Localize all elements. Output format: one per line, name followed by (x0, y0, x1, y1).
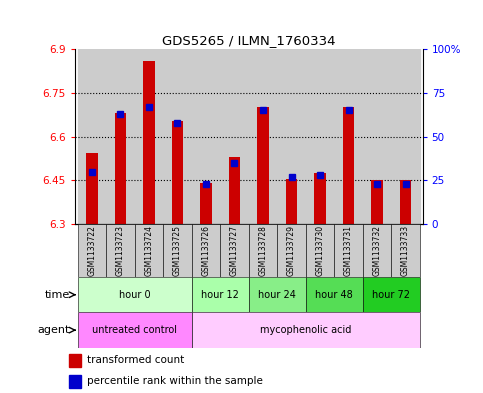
FancyBboxPatch shape (78, 312, 192, 348)
Bar (229, 157, 240, 224)
Bar (143, 61, 155, 224)
Bar (371, 180, 383, 224)
FancyBboxPatch shape (334, 224, 363, 277)
Text: hour 48: hour 48 (315, 290, 353, 300)
Bar (220, 49, 249, 224)
FancyBboxPatch shape (192, 224, 220, 277)
Bar (69, 375, 81, 387)
Text: GSM1133733: GSM1133733 (401, 225, 410, 276)
Text: hour 24: hour 24 (258, 290, 296, 300)
FancyBboxPatch shape (220, 224, 249, 277)
Text: GSM1133727: GSM1133727 (230, 225, 239, 276)
FancyBboxPatch shape (78, 224, 106, 277)
FancyBboxPatch shape (249, 224, 277, 277)
Text: time: time (45, 290, 70, 300)
Bar (78, 49, 106, 224)
FancyBboxPatch shape (277, 224, 306, 277)
Text: GSM1133732: GSM1133732 (372, 225, 382, 276)
Text: mycophenolic acid: mycophenolic acid (260, 325, 352, 335)
Bar (115, 113, 126, 224)
Bar (314, 173, 326, 224)
FancyBboxPatch shape (163, 224, 192, 277)
Bar (86, 152, 98, 224)
Bar (277, 49, 306, 224)
Bar (135, 49, 163, 224)
Bar (163, 49, 192, 224)
Text: transformed count: transformed count (86, 355, 184, 365)
FancyBboxPatch shape (106, 224, 135, 277)
Bar (286, 179, 297, 224)
Text: hour 0: hour 0 (119, 290, 151, 300)
Bar (363, 49, 391, 224)
Text: GSM1133726: GSM1133726 (201, 225, 211, 276)
FancyBboxPatch shape (363, 277, 420, 312)
FancyBboxPatch shape (363, 224, 391, 277)
FancyBboxPatch shape (306, 277, 363, 312)
Bar (249, 49, 277, 224)
FancyBboxPatch shape (249, 277, 306, 312)
Bar (172, 121, 183, 224)
Bar (69, 354, 81, 367)
Bar (257, 107, 269, 224)
Text: GSM1133731: GSM1133731 (344, 225, 353, 276)
Bar (391, 49, 420, 224)
Text: hour 12: hour 12 (201, 290, 239, 300)
Bar (106, 49, 135, 224)
Text: agent: agent (38, 325, 70, 335)
Title: GDS5265 / ILMN_1760334: GDS5265 / ILMN_1760334 (162, 33, 336, 46)
Bar (306, 49, 334, 224)
Text: GSM1133723: GSM1133723 (116, 225, 125, 276)
Text: untreated control: untreated control (92, 325, 177, 335)
Text: GSM1133724: GSM1133724 (144, 225, 154, 276)
Bar (334, 49, 363, 224)
Text: GSM1133728: GSM1133728 (258, 225, 268, 276)
Text: GSM1133725: GSM1133725 (173, 225, 182, 276)
Text: hour 72: hour 72 (372, 290, 410, 300)
Bar (343, 107, 354, 224)
Text: GSM1133730: GSM1133730 (315, 225, 325, 276)
FancyBboxPatch shape (192, 312, 420, 348)
FancyBboxPatch shape (391, 224, 420, 277)
FancyBboxPatch shape (306, 224, 334, 277)
Bar (400, 180, 411, 224)
Text: GSM1133729: GSM1133729 (287, 225, 296, 276)
FancyBboxPatch shape (78, 277, 192, 312)
Bar (192, 49, 220, 224)
Bar (200, 183, 212, 224)
Text: percentile rank within the sample: percentile rank within the sample (86, 376, 263, 386)
FancyBboxPatch shape (192, 277, 249, 312)
FancyBboxPatch shape (135, 224, 163, 277)
Text: GSM1133722: GSM1133722 (87, 225, 97, 276)
